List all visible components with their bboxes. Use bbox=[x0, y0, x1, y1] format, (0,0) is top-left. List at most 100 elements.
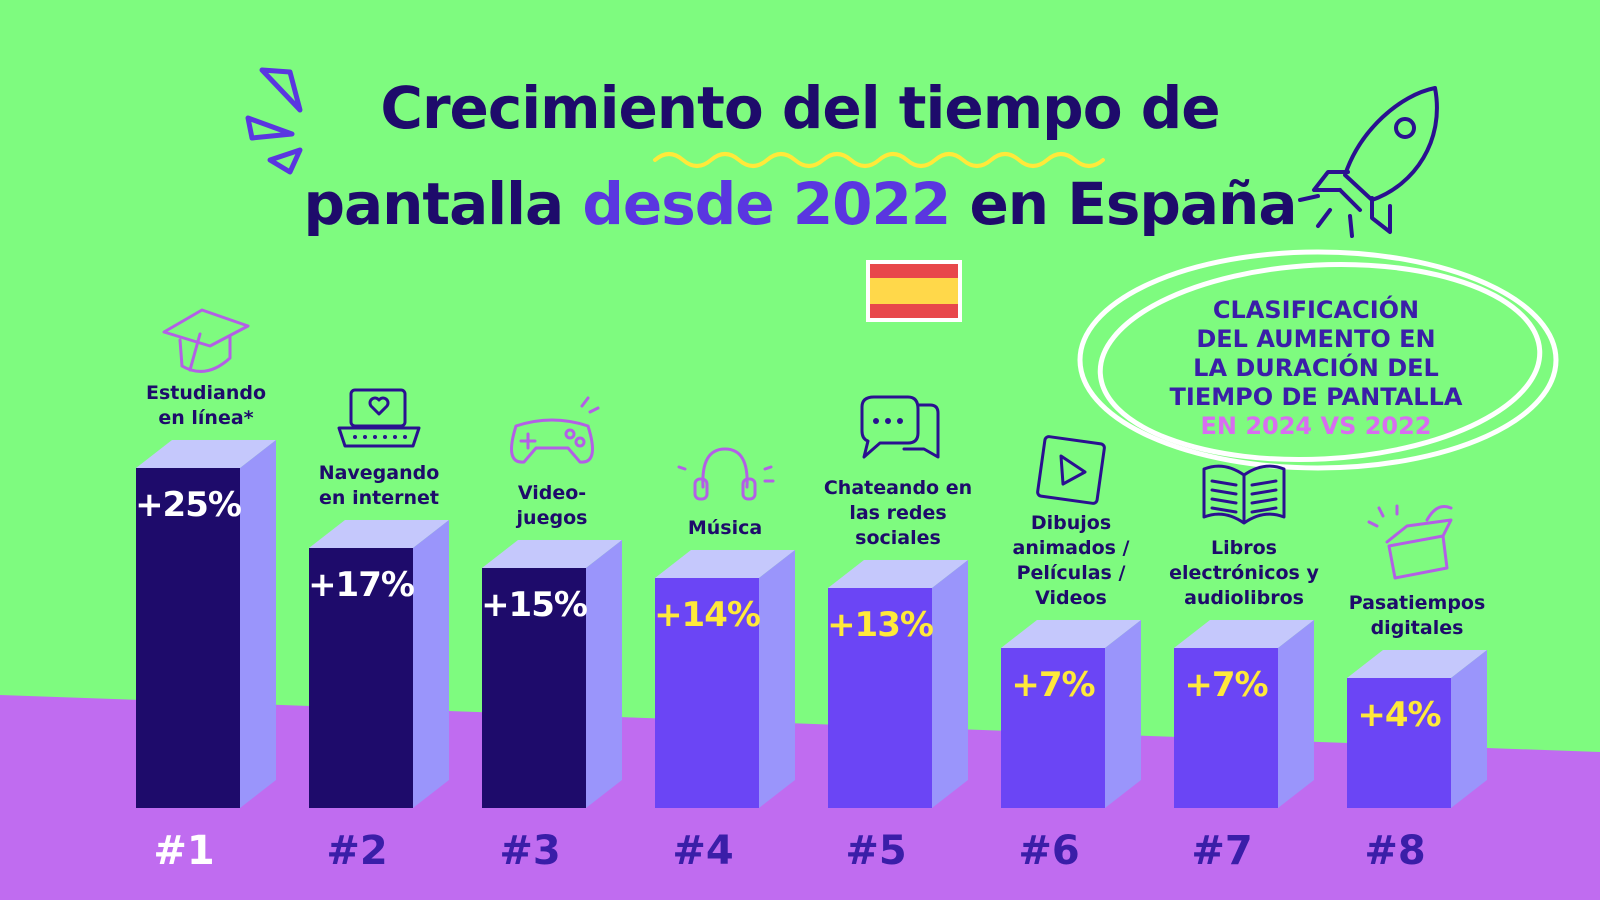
laptop-heart-icon bbox=[337, 388, 421, 448]
bar-front-face bbox=[1001, 648, 1105, 808]
category-label: Chateando en las redes sociales bbox=[824, 477, 972, 549]
bar-top-face bbox=[655, 550, 795, 578]
bar-front-face bbox=[1347, 678, 1451, 808]
callout-line-2: DEL AUMENTO EN bbox=[1196, 325, 1435, 353]
bar-top-face bbox=[136, 440, 276, 468]
value-label: +7% bbox=[1184, 665, 1267, 705]
rank-label: #3 bbox=[499, 828, 560, 874]
value-label: +14% bbox=[654, 595, 760, 635]
category-label: Pasatiempos digitales bbox=[1349, 592, 1486, 639]
bar-2 bbox=[309, 520, 449, 808]
bar-side-face bbox=[240, 440, 276, 808]
value-label: +13% bbox=[827, 605, 933, 645]
callout-text: CLASIFICACIÓN DEL AUMENTO EN LA DURACIÓN… bbox=[1170, 294, 1463, 440]
bar-side-face bbox=[586, 540, 622, 808]
bar-side-face bbox=[759, 550, 795, 808]
category-label-line: Chateando en bbox=[824, 477, 972, 499]
bar-top-face bbox=[482, 540, 622, 568]
bar-8 bbox=[1347, 650, 1487, 808]
category-label-line: audiolibros bbox=[1184, 587, 1304, 609]
category-label-line: Estudiando bbox=[146, 382, 266, 404]
bar-top-face bbox=[1001, 620, 1141, 648]
rank-label: #2 bbox=[326, 828, 387, 874]
bar-side-face bbox=[1451, 650, 1487, 808]
bar-side-face bbox=[1105, 620, 1141, 808]
category-label: Libros electrónicos y audiolibros bbox=[1169, 537, 1319, 609]
category-label-line: Música bbox=[688, 517, 762, 539]
value-label: +25% bbox=[135, 485, 241, 525]
bar-front-face bbox=[482, 568, 586, 808]
bar-front-face bbox=[309, 548, 413, 808]
graduation-cap-icon bbox=[162, 308, 250, 373]
gamepad-icon bbox=[510, 396, 600, 464]
bar-side-face bbox=[932, 560, 968, 808]
title-line-2-part-3: en España bbox=[950, 170, 1296, 238]
title-line-2: pantalla desde 2022 en España bbox=[303, 170, 1296, 238]
category-label-line: las redes bbox=[849, 502, 946, 524]
bar-7 bbox=[1174, 620, 1314, 808]
bar-side-face bbox=[413, 520, 449, 808]
rank-label: #8 bbox=[1364, 828, 1425, 874]
bar-side-face bbox=[1278, 620, 1314, 808]
category-label-line: sociales bbox=[855, 527, 941, 549]
value-label: +15% bbox=[481, 585, 587, 625]
category-label: Estudiando en línea* bbox=[146, 382, 266, 429]
category-label-line: animados / bbox=[1013, 537, 1130, 559]
title-highlight: desde 2022 bbox=[582, 170, 950, 238]
category-label-line: en internet bbox=[319, 487, 439, 509]
value-label: +7% bbox=[1011, 665, 1094, 705]
bar-5 bbox=[828, 560, 968, 808]
bar-front-face bbox=[136, 468, 240, 808]
callout-line-4: TIEMPO DE PANTALLA bbox=[1170, 383, 1463, 411]
rank-label: #7 bbox=[1191, 828, 1252, 874]
bar-chart: +25% #1 Estudiando en línea* +17% #2 Navegando… bbox=[135, 308, 1487, 874]
category-label: Navegando en internet bbox=[319, 462, 440, 509]
open-book-icon bbox=[1202, 464, 1286, 525]
category-label-line: en línea* bbox=[158, 407, 253, 429]
category-label: Dibujos animados / Películas / Videos bbox=[1013, 512, 1130, 609]
bar-top-face bbox=[309, 520, 449, 548]
bar-3 bbox=[482, 540, 622, 808]
bar-4 bbox=[655, 550, 795, 808]
bar-6 bbox=[1001, 620, 1141, 808]
bar-front-face bbox=[1174, 648, 1278, 808]
category-label: Música bbox=[688, 517, 762, 539]
rank-label: #4 bbox=[672, 828, 733, 874]
rank-label: #1 bbox=[153, 828, 214, 874]
rank-label: #5 bbox=[845, 828, 906, 874]
title-line-1: Crecimiento del tiempo de bbox=[380, 74, 1219, 142]
category-label-line: Videos bbox=[1035, 587, 1107, 609]
category-label-line: Libros bbox=[1211, 537, 1277, 559]
triangles-icon bbox=[245, 67, 303, 175]
rank-label: #6 bbox=[1018, 828, 1079, 874]
callout-ellipse bbox=[1077, 249, 1559, 471]
bar-top-face bbox=[1347, 650, 1487, 678]
rocket-icon bbox=[1298, 86, 1439, 238]
bar-front-face bbox=[828, 588, 932, 808]
value-label: +4% bbox=[1357, 695, 1440, 735]
category-label-line: Dibujos bbox=[1031, 512, 1111, 534]
bar-front-face bbox=[655, 578, 759, 808]
category-label: Video-juegos bbox=[516, 482, 588, 529]
gift-box-icon bbox=[1367, 504, 1453, 580]
category-label-line: Pasatiempos bbox=[1349, 592, 1486, 614]
category-label-line: digitales bbox=[1371, 617, 1464, 639]
spain-flag-icon bbox=[866, 260, 962, 322]
headphones-icon bbox=[677, 447, 775, 501]
bar-top-face bbox=[1174, 620, 1314, 648]
bar-1 bbox=[136, 440, 276, 808]
chat-bubbles-icon bbox=[860, 395, 940, 459]
play-video-icon bbox=[1036, 435, 1106, 505]
callout-line-3: LA DURACIÓN DEL bbox=[1193, 352, 1439, 382]
category-label-line: electrónicos y bbox=[1169, 562, 1319, 584]
bar-top-face bbox=[828, 560, 968, 588]
title-line-2-part-1: pantalla bbox=[303, 170, 582, 238]
callout-highlight: EN 2024 VS 2022 bbox=[1201, 412, 1432, 440]
category-label-line: juegos bbox=[516, 507, 588, 529]
category-label-line: Películas / bbox=[1017, 562, 1126, 584]
category-label-line: Navegando bbox=[319, 462, 440, 484]
category-label-line: Video- bbox=[518, 482, 586, 504]
callout-line-1: CLASIFICACIÓN bbox=[1213, 294, 1419, 324]
value-label: +17% bbox=[308, 565, 414, 605]
